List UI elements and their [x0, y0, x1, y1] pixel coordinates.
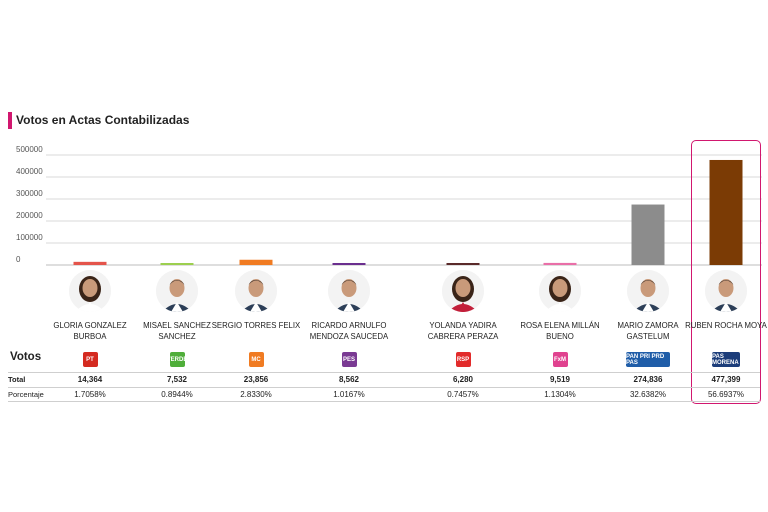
y-tick-label: 500000 — [16, 145, 43, 154]
candidate-name: ROSA ELENA MILLÁN BUENO — [520, 321, 600, 341]
candidate-name: YOLANDA YADIRA CABRERA PERAZA — [427, 321, 499, 341]
title-accent-bar — [8, 112, 12, 129]
party-logo: PES — [341, 352, 357, 367]
winner-highlight-box — [691, 140, 761, 404]
party-logo-text: VERDE — [167, 352, 187, 367]
percentage-cell: 56.6937% — [707, 390, 745, 399]
candidate-photo — [705, 270, 747, 312]
party-logo: RSP — [455, 352, 471, 367]
row-divider — [8, 401, 760, 402]
party-logo: PT — [82, 352, 98, 367]
chart-title: Votos en Actas Contabilizadas — [16, 113, 190, 127]
party-logo: PAS MORENA — [712, 352, 740, 367]
candidate-photo — [69, 270, 111, 312]
bar — [332, 263, 366, 265]
party-logo-text: MC — [248, 352, 264, 367]
party-logo-text: PAS MORENA — [712, 352, 740, 367]
bar — [73, 261, 107, 265]
party-logo: PAN PRI PRD PAS — [626, 352, 670, 367]
party-logo-text: PT — [82, 352, 98, 367]
total-votes-cell: 6,280 — [452, 375, 474, 384]
percentage-cell: 0.7457% — [447, 390, 479, 399]
candidate-photo — [442, 270, 484, 312]
percentage-cell: 1.0167% — [333, 390, 365, 399]
candidate-photo — [235, 270, 277, 312]
votos-row-label: Votos — [10, 351, 42, 363]
candidate-photo — [328, 270, 370, 312]
total-votes-cell: 8,562 — [338, 375, 360, 384]
candidate-name: MISAEL SANCHEZ SANCHEZ — [143, 321, 211, 341]
percentage-row-label: Porcentaje — [8, 390, 44, 399]
total-votes-cell: 477,399 — [711, 375, 741, 384]
candidate-photo — [156, 270, 198, 312]
y-tick-label: 0 — [16, 255, 21, 264]
total-votes-cell: 7,532 — [166, 375, 188, 384]
total-row-label: Total — [8, 375, 26, 384]
party-logo: VERDE — [167, 352, 187, 367]
total-votes-cell: 23,856 — [243, 375, 269, 384]
percentage-cell: 1.7058% — [74, 390, 106, 399]
y-tick-label: 400000 — [16, 167, 43, 176]
y-tick-label: 200000 — [16, 211, 43, 220]
bar — [160, 263, 194, 265]
candidate-name: MARIO ZAMORA GASTELUM — [617, 321, 679, 341]
bar — [446, 263, 480, 265]
total-votes-cell: 9,519 — [549, 375, 571, 384]
party-logo: FxM — [552, 352, 568, 367]
row-divider — [8, 387, 760, 388]
candidate-name: RICARDO ARNULFO MENDOZA SAUCEDA — [309, 321, 389, 341]
row-divider — [8, 372, 760, 373]
party-logo: MC — [248, 352, 264, 367]
bar — [543, 262, 577, 265]
candidate-photo — [539, 270, 581, 312]
y-tick-label: 300000 — [16, 189, 43, 198]
candidate-photo — [627, 270, 669, 312]
votes-bar-chart: 500000 400000 300000 200000 100000 0 — [16, 145, 762, 266]
percentage-cell: 2.8330% — [240, 390, 272, 399]
party-logo-text: PES — [341, 352, 357, 367]
candidate-name: GLORIA GONZALEZ BURBOA — [53, 321, 127, 341]
total-votes-cell: 274,836 — [633, 375, 663, 384]
party-logo-text: FxM — [552, 352, 568, 367]
candidate-name: SERGIO TORRES FELIX — [211, 321, 301, 330]
party-logo-text: RSP — [455, 352, 471, 367]
percentage-cell: 0.8944% — [161, 390, 193, 399]
bar — [239, 259, 273, 265]
bar — [709, 159, 743, 265]
percentage-cell: 1.1304% — [544, 390, 576, 399]
party-logo-text: PAN PRI PRD PAS — [626, 352, 670, 367]
total-votes-cell: 14,364 — [77, 375, 103, 384]
bar — [631, 204, 665, 265]
percentage-cell: 32.6382% — [629, 390, 667, 399]
candidate-name: RUBEN ROCHA MOYA — [685, 321, 767, 330]
y-tick-label: 100000 — [16, 233, 43, 242]
